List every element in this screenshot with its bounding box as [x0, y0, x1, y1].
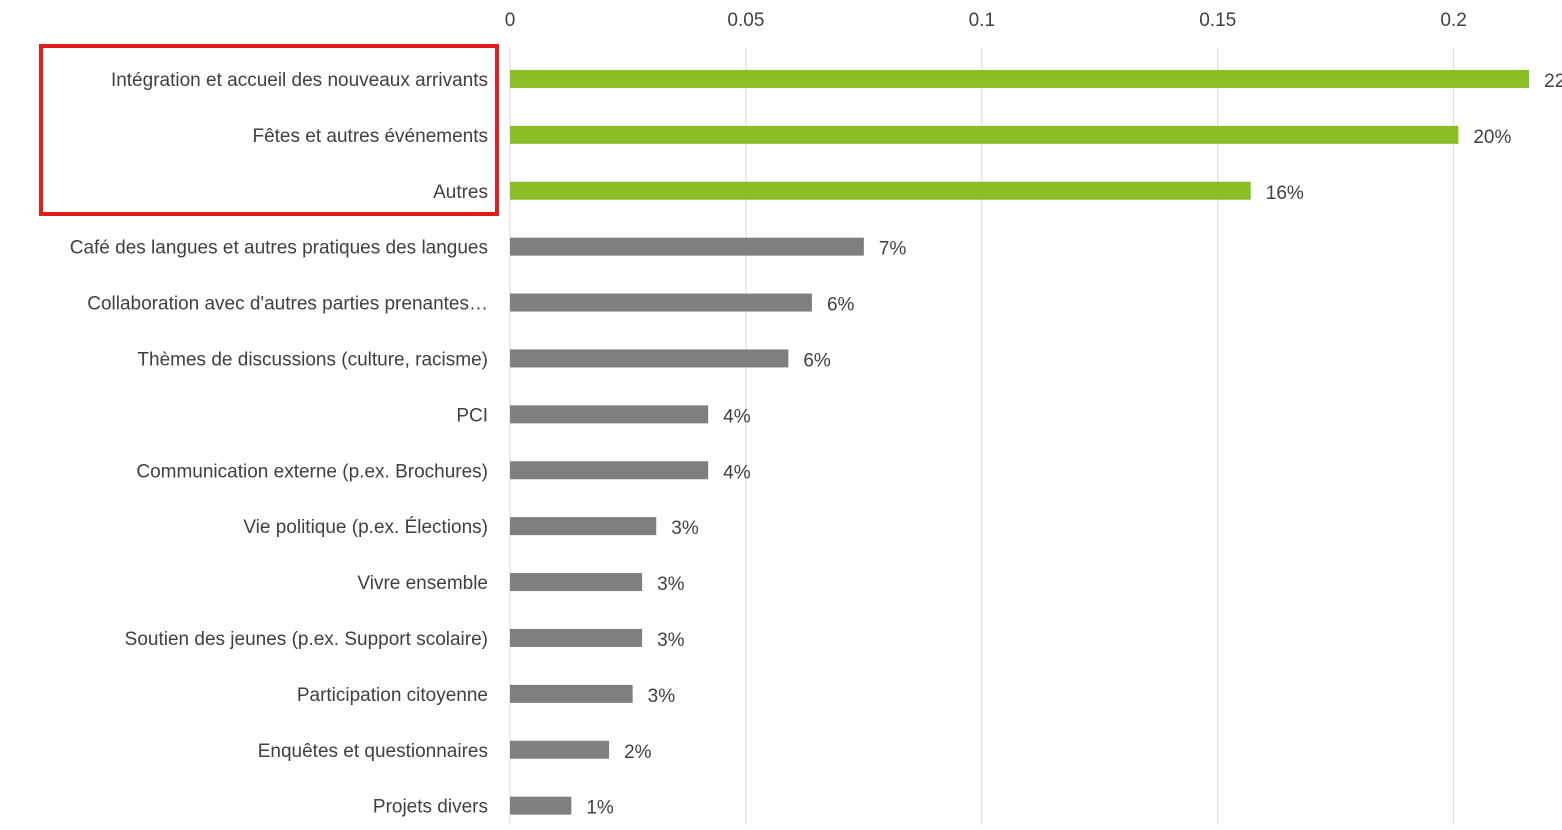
x-tick-label: 0.1 [969, 10, 995, 31]
data-label: 6% [803, 350, 831, 371]
category-label: Café des langues et autres pratiques des… [70, 238, 488, 259]
data-label: 6% [827, 295, 855, 316]
bar [510, 181, 1251, 200]
bar [510, 740, 610, 759]
bar [510, 461, 709, 480]
category-label: PCI [456, 405, 488, 426]
data-label: 4% [723, 406, 751, 427]
x-axis-ticks: 0 0.05 0.1 0.15 0.2 [505, 10, 1467, 31]
category-label: Thèmes de discussions (culture, racisme) [137, 349, 488, 370]
data-label: 3% [671, 518, 699, 539]
data-label: 7% [879, 239, 907, 260]
data-label: 16% [1266, 183, 1304, 204]
data-label: 20% [1473, 127, 1511, 148]
data-label: 3% [648, 686, 676, 707]
category-label: Autres [433, 182, 488, 203]
category-label: Soutien des jeunes (p.ex. Support scolai… [125, 629, 488, 650]
data-label: 3% [657, 574, 685, 595]
category-label: Intégration et accueil des nouveaux arri… [111, 70, 488, 91]
x-tick-label: 0.2 [1440, 10, 1466, 31]
data-labels: 22% 20% 16% 7% 6% 6% 4% 4% 3% 3% 3% 3% 2% 1% [586, 71, 1562, 819]
category-label: Vivre ensemble [357, 573, 488, 594]
data-label: 4% [723, 462, 751, 483]
x-tick-label: 0.05 [727, 10, 764, 31]
category-label: Communication externe (p.ex. Brochures) [136, 461, 488, 482]
data-label: 2% [624, 742, 652, 763]
data-label: 22% [1544, 71, 1562, 92]
bar [510, 349, 789, 368]
bars [510, 69, 1530, 815]
category-labels: Intégration et accueil des nouveaux arri… [70, 70, 488, 818]
bar [510, 293, 812, 312]
data-label: 1% [586, 798, 614, 819]
bar [510, 125, 1459, 144]
x-tick-label: 0.15 [1199, 10, 1236, 31]
data-label: 3% [657, 630, 685, 651]
highlight-annotation-box [39, 44, 499, 216]
bar [510, 628, 643, 647]
bar [510, 237, 864, 256]
category-label: Collaboration avec d'autres parties pren… [87, 294, 488, 315]
bar [510, 684, 633, 703]
bar [510, 573, 643, 592]
bar [510, 69, 1530, 88]
category-label: Participation citoyenne [297, 685, 488, 706]
bar [510, 405, 709, 424]
x-tick-label: 0 [505, 10, 516, 31]
category-label: Vie politique (p.ex. Élections) [243, 517, 488, 538]
category-label: Enquêtes et questionnaires [258, 741, 488, 762]
bar [510, 517, 657, 536]
gridlines [509, 48, 1455, 825]
bar [510, 796, 572, 815]
category-label: Fêtes et autres événements [252, 126, 488, 147]
category-label: Projets divers [373, 797, 488, 818]
